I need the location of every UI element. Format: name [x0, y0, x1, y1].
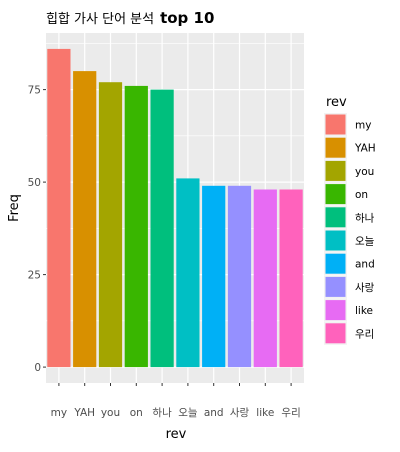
x-tick-label: 우리 [281, 407, 300, 419]
x-tick-label: 오늘 [178, 407, 198, 419]
x-tick-label: on [130, 407, 143, 419]
legend-label: 오늘 [355, 236, 375, 248]
y-tick-label: 75 [28, 85, 41, 97]
x-tick-label: and [204, 407, 224, 419]
bar [98, 82, 123, 368]
bars [47, 48, 303, 368]
legend-swatch [325, 230, 346, 251]
y-tick-label: 0 [34, 362, 41, 374]
x-tick-label: 사랑 [230, 407, 250, 419]
x-tick-label: you [101, 407, 120, 419]
y-tick-label: 50 [28, 177, 41, 189]
legend-swatch [325, 253, 346, 274]
legend-swatch [325, 137, 346, 158]
bar [73, 71, 97, 368]
x-axis-ticks: my YAH you on 하나 오늘 and 사랑 like 우리 [51, 383, 301, 419]
legend-label: on [355, 189, 368, 201]
chart-title-prefix: 힙합 가사 단어 분석 [46, 12, 154, 27]
bar [279, 189, 303, 368]
legend-label: my [355, 120, 371, 132]
bar [202, 185, 226, 368]
y-axis-ticks: 0 25 50 75 [28, 85, 46, 374]
bar [227, 185, 252, 368]
legend-title: rev [326, 95, 347, 110]
legend-swatch [325, 207, 346, 228]
bar [150, 89, 174, 368]
bar [124, 85, 148, 368]
chart-title: 힙합 가사 단어 분석 top 10 [46, 9, 214, 27]
legend-swatch [325, 276, 346, 297]
legend-swatch [325, 184, 346, 205]
legend-label: and [355, 259, 375, 271]
y-tick-label: 25 [28, 270, 41, 282]
legend-label: 사랑 [355, 282, 375, 294]
chart-title-suffix: top 10 [160, 9, 214, 27]
x-axis-title: rev [166, 427, 187, 442]
legend-swatch [325, 300, 346, 321]
legend-label: YAH [354, 143, 376, 155]
legend-label: like [355, 305, 373, 317]
y-axis-title: Freq [7, 194, 22, 222]
legend-label: you [355, 166, 374, 178]
x-tick-label: my [51, 407, 67, 419]
bar [253, 189, 277, 368]
legend-label: 우리 [355, 328, 374, 340]
legend-swatch [325, 114, 346, 135]
bar [176, 178, 200, 368]
x-tick-label: like [256, 407, 274, 419]
legend-swatch [325, 323, 346, 344]
x-tick-label: 하나 [152, 406, 172, 419]
x-tick-label: YAH [73, 407, 95, 419]
legend-swatch [325, 160, 346, 181]
legend-label: 하나 [355, 211, 375, 224]
bar [47, 48, 71, 368]
